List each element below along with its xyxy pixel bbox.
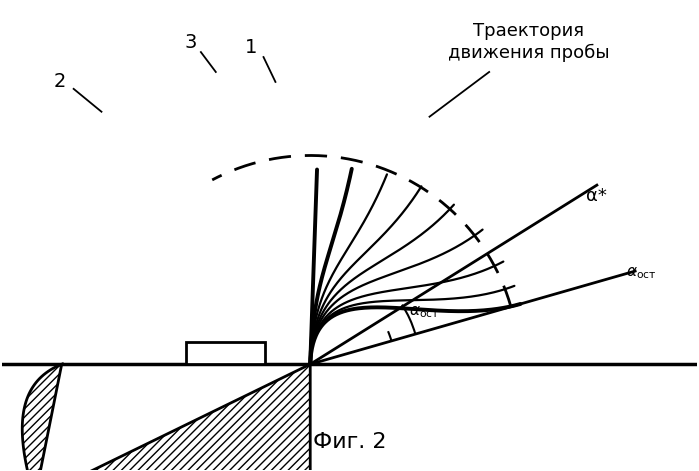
Text: α*: α* xyxy=(586,187,607,205)
Text: 3: 3 xyxy=(185,32,197,52)
Bar xyxy=(186,342,266,364)
Text: Фиг. 2: Фиг. 2 xyxy=(312,432,387,452)
Polygon shape xyxy=(22,364,310,471)
Text: Траектория
движения пробы: Траектория движения пробы xyxy=(448,22,610,63)
Text: 1: 1 xyxy=(245,38,257,57)
Text: 2: 2 xyxy=(54,73,66,91)
Text: $\alpha_{\rm ост}$: $\alpha_{\rm ост}$ xyxy=(409,304,440,320)
Text: $\alpha_{\rm ост}$: $\alpha_{\rm ост}$ xyxy=(626,266,656,281)
